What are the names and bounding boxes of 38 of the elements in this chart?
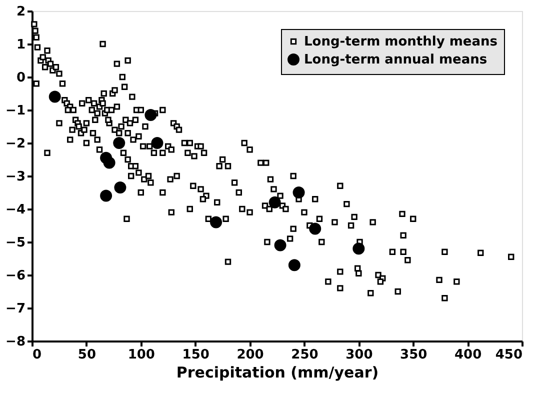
point (274, 239, 286, 252)
x-tick-label: 250 (291, 348, 318, 362)
x-tick-label: 150 (182, 348, 210, 362)
x-tick-label: 200 (236, 348, 264, 362)
legend-label: Long-term annual means (304, 52, 488, 68)
point (288, 259, 300, 272)
x-tick-label: 0 (32, 348, 42, 362)
x-tick-label: 300 (346, 348, 373, 362)
y-tick-label: 1 (16, 38, 26, 52)
point (268, 196, 281, 208)
x-tick-label: 400 (454, 348, 482, 362)
y-tick-label: −5 (6, 236, 26, 250)
point (144, 108, 157, 121)
y-tick-label: −4 (6, 202, 26, 218)
x-axis-title: Precipitation (mm/year) (176, 364, 379, 382)
point (113, 137, 126, 149)
point (114, 182, 126, 194)
y-tick-label: −3 (6, 170, 26, 184)
y-tick-label: 2 (16, 4, 26, 20)
y-tick-label: −8 (6, 334, 26, 350)
point (309, 222, 322, 235)
x-tick-label: 100 (128, 348, 155, 362)
point (210, 216, 222, 228)
y-tick-label: −1 (6, 104, 26, 118)
x-tick-label: 350 (400, 348, 428, 362)
point (100, 190, 112, 202)
y-tick-label: −7 (6, 302, 26, 316)
point (151, 137, 164, 149)
legend-label: Long-term monthly means (304, 34, 498, 50)
y-tick-label: −6 (6, 268, 26, 284)
point (103, 156, 116, 169)
point (292, 186, 305, 198)
x-tick-label: 50 (78, 348, 96, 362)
y-tick-label: 0 (16, 70, 26, 86)
point (352, 242, 365, 255)
x-tick-label: 450 (495, 348, 522, 362)
y-tick-label: −2 (6, 136, 26, 152)
point (48, 90, 61, 103)
